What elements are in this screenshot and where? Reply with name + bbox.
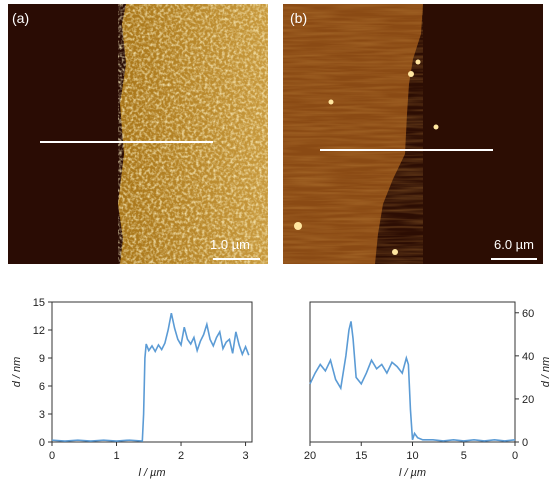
x-tick-label: 10 <box>406 450 418 462</box>
y-tick-label: 9 <box>39 353 45 365</box>
x-tick-label: 3 <box>242 450 248 462</box>
afm-a-film-texture <box>118 4 268 264</box>
afm-image-a-svg <box>8 4 268 264</box>
x-tick-label: 15 <box>355 450 367 462</box>
scalebar-label-b: 6.0 µm <box>494 237 535 252</box>
panel-label-b: (b) <box>290 10 308 26</box>
y-tick-label: 3 <box>39 409 45 421</box>
x-tick-label: 0 <box>49 450 55 462</box>
plot-frame <box>51 301 253 443</box>
afm-image-b <box>283 4 543 264</box>
afm-b-particle <box>408 71 414 77</box>
y-tick-label: 0 <box>522 437 528 449</box>
afm-b-particle <box>294 222 302 230</box>
panel-label-a: (a) <box>12 10 30 26</box>
x-tick-label: 20 <box>304 450 316 462</box>
afm-image-b-svg <box>283 4 543 264</box>
height-profile-series <box>51 313 250 442</box>
afm-b-film-texture <box>283 4 423 264</box>
y-tick-label: 12 <box>33 325 45 337</box>
chart-b: 20 15 10 5 00 20 40 60 l / µm d / nm <box>304 301 550 479</box>
y-axis-label: d / nm <box>11 357 23 388</box>
afm-b-particle <box>328 99 334 105</box>
x-tick-label: 0 <box>512 450 518 462</box>
x-axis-label: l / µm <box>138 467 165 479</box>
afm-b-particle <box>392 249 398 255</box>
y-tick-label: 0 <box>39 437 45 449</box>
x-tick-label: 2 <box>178 450 184 462</box>
y-tick-label: 40 <box>522 351 534 363</box>
afm-b-particle <box>415 59 421 65</box>
y-tick-label: 6 <box>39 381 45 393</box>
height-profile-series <box>309 321 516 442</box>
x-tick-label: 5 <box>461 450 467 462</box>
plot-frame <box>309 301 516 443</box>
y-tick-label: 60 <box>522 308 534 320</box>
afm-b-particle <box>433 124 439 130</box>
scalebar-label-a: 1.0 µm <box>210 237 251 252</box>
y-axis-label: d / nm <box>540 357 550 388</box>
x-axis-label: l / µm <box>399 467 426 479</box>
x-tick-label: 1 <box>113 450 119 462</box>
afm-image-a <box>8 4 268 264</box>
y-tick-label: 15 <box>33 297 45 309</box>
y-tick-label: 20 <box>522 394 534 406</box>
